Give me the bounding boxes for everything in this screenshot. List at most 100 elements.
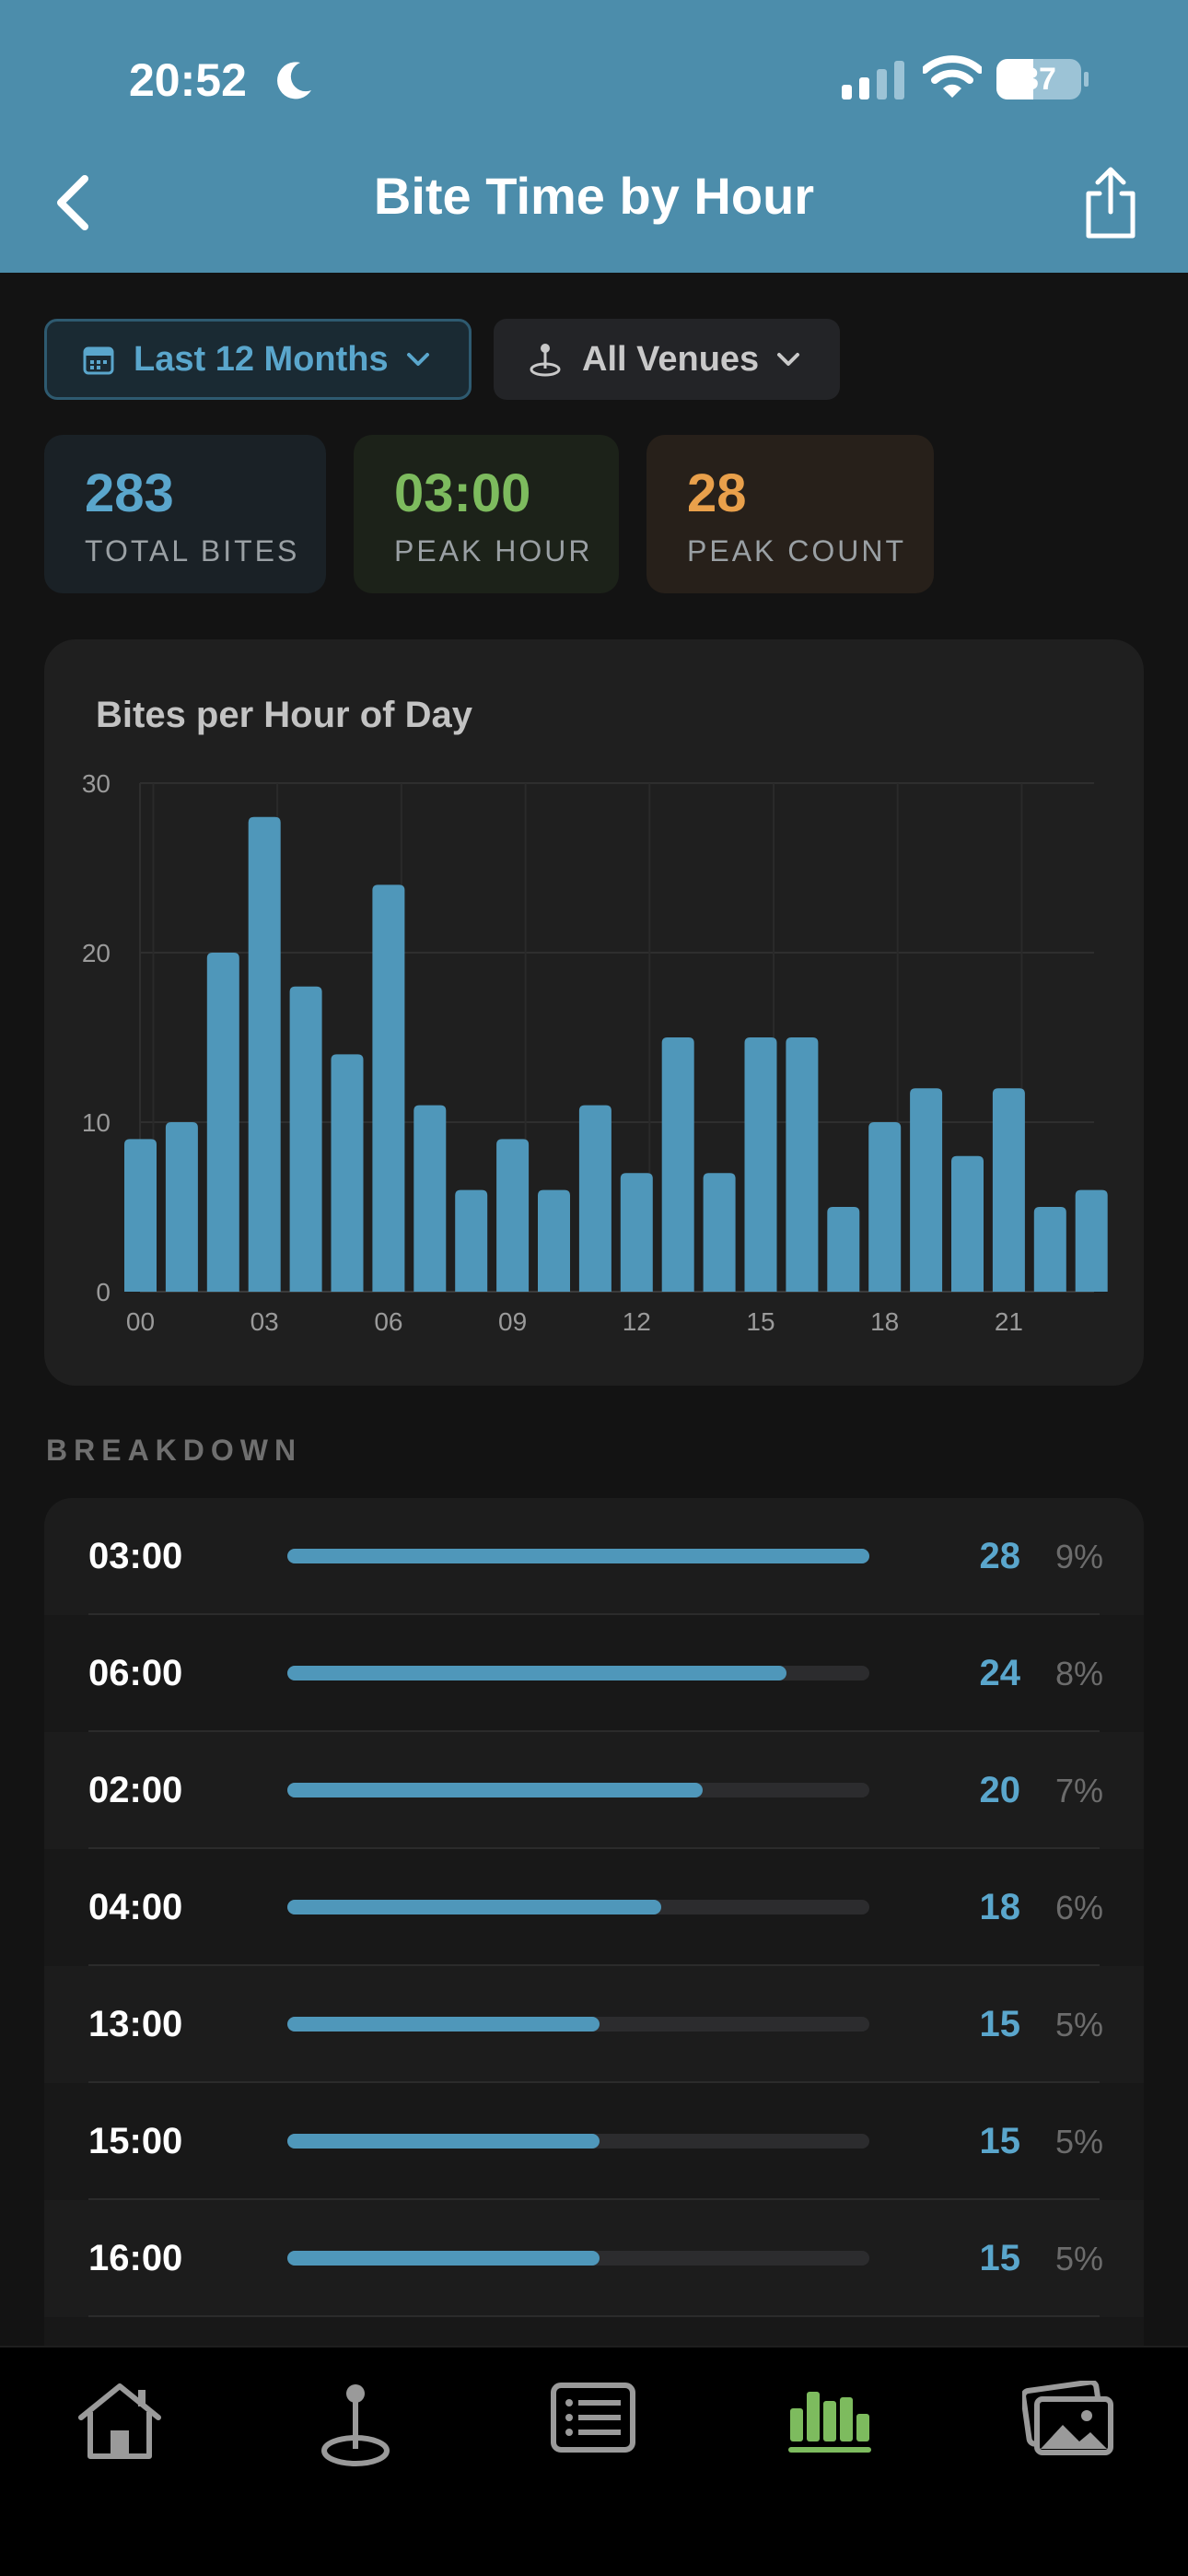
tab-log[interactable]: [538, 2381, 648, 2482]
row-bar-fill: [287, 2017, 600, 2032]
battery-level: 37: [1021, 62, 1056, 97]
bar-hour-23: [1075, 1189, 1108, 1292]
bar-hour-14: [703, 1173, 736, 1292]
back-button[interactable]: [48, 168, 103, 238]
row-count: 15: [979, 2004, 1021, 2044]
calendar-icon: [83, 346, 114, 375]
y-tick-label: 20: [82, 939, 111, 967]
row-count: 18: [979, 1887, 1021, 1927]
y-tick-label: 0: [96, 1278, 111, 1306]
period-filter-button[interactable]: Last 12 Months: [44, 319, 472, 400]
bar-hour-11: [578, 1105, 611, 1292]
battery-indicator: 37: [996, 59, 1089, 100]
tab-home[interactable]: [64, 2381, 175, 2482]
breakdown-row: 16:00 15 5%: [44, 2200, 1144, 2317]
row-bar-track: [287, 1666, 869, 1680]
log-list-icon: [551, 2383, 635, 2453]
bar-hour-12: [620, 1173, 653, 1292]
page-title: Bite Time by Hour: [373, 167, 815, 225]
row-bar-fill: [287, 1666, 786, 1680]
stat-value: 28: [687, 463, 747, 523]
venue-pin-icon: [530, 344, 561, 377]
breakdown-row: 02:00 20 7%: [44, 1732, 1144, 1849]
row-percent: 5%: [1054, 2006, 1103, 2043]
bar-hour-00: [124, 1139, 157, 1292]
row-count: 15: [979, 2238, 1021, 2278]
chevron-left-icon: [57, 175, 88, 230]
row-hour: 02:00: [88, 1770, 183, 1810]
bar-hour-19: [910, 1088, 943, 1292]
stats-bars-icon: [788, 2392, 871, 2453]
wifi-icon: [923, 55, 982, 98]
row-divider: [88, 2198, 1100, 2200]
breakdown-row: 06:00 24 8%: [44, 1615, 1144, 1732]
breakdown-row: 03:00 28 9%: [44, 1498, 1144, 1615]
battery-icon: [996, 59, 1089, 100]
bites-per-hour-chart: 0 10 20 30 00 03 06 09 12 15 18 21: [82, 769, 1108, 1336]
row-bar-track: [287, 2134, 869, 2149]
bar-hour-15: [744, 1037, 777, 1292]
x-tick-label: 06: [374, 1307, 402, 1336]
bar-hour-09: [496, 1139, 530, 1292]
row-bar-track: [287, 1900, 869, 1914]
x-tick-label: 21: [995, 1307, 1023, 1336]
x-tick-label: 00: [126, 1307, 155, 1336]
venue-filter-button[interactable]: All Venues: [494, 319, 840, 400]
row-bar-fill: [287, 1783, 704, 1797]
bar-hour-17: [827, 1207, 860, 1292]
tab-venues[interactable]: [300, 2381, 411, 2482]
row-hour: 04:00: [88, 1887, 183, 1927]
bar-hour-13: [661, 1037, 694, 1292]
row-percent: 5%: [1054, 2240, 1103, 2277]
row-percent: 5%: [1054, 2123, 1103, 2160]
row-count: 24: [979, 1653, 1021, 1693]
bar-hour-04: [289, 986, 322, 1292]
share-button[interactable]: [1077, 166, 1144, 241]
row-bar-fill: [287, 1549, 869, 1563]
y-tick-label: 10: [82, 1108, 111, 1137]
bar-hour-01: [165, 1122, 198, 1292]
bar-hour-08: [455, 1189, 488, 1292]
tab-photos[interactable]: [1013, 2381, 1124, 2482]
nav-header: 20:52 37 Bite Time by Hour: [0, 0, 1188, 273]
row-hour: 16:00: [88, 2238, 183, 2278]
stat-value: 03:00: [394, 463, 531, 523]
row-bar-track: [287, 2251, 869, 2266]
bar-hour-18: [868, 1122, 902, 1292]
status-time: 20:52: [129, 54, 247, 106]
stat-label: TOTAL BITES: [85, 534, 300, 568]
row-divider: [88, 1730, 1100, 1732]
row-percent: 7%: [1054, 1772, 1103, 1809]
tab-bar: [0, 2346, 1188, 2576]
bar-hour-07: [413, 1105, 447, 1292]
row-hour: 03:00: [88, 1536, 183, 1576]
breakdown-section-label: BREAKDOWN: [46, 1434, 303, 1467]
row-divider: [88, 1964, 1100, 1966]
row-bar-track: [287, 2017, 869, 2032]
row-bar-fill: [287, 2251, 600, 2266]
row-divider: [88, 1613, 1100, 1615]
row-bar-track: [287, 1783, 869, 1797]
row-count: 15: [979, 2121, 1021, 2161]
row-divider: [88, 2081, 1100, 2083]
tab-stats[interactable]: [775, 2381, 886, 2482]
row-hour: 06:00: [88, 1653, 183, 1693]
breakdown-row: 04:00 18 6%: [44, 1849, 1144, 1966]
row-count: 28: [979, 1536, 1021, 1576]
home-icon: [78, 2383, 161, 2459]
row-divider: [88, 1847, 1100, 1849]
x-tick-label: 09: [498, 1307, 527, 1336]
bar-hour-10: [538, 1189, 570, 1292]
bar-hour-06: [372, 884, 405, 1292]
period-filter-label: Last 12 Months: [134, 339, 389, 379]
row-count: 20: [979, 1770, 1021, 1810]
breakdown-row: 13:00 15 5%: [44, 1966, 1144, 2083]
row-bar-fill: [287, 2134, 600, 2149]
row-bar-fill: [287, 1900, 662, 1914]
chevron-down-icon: [777, 353, 800, 366]
share-icon: [1086, 167, 1136, 239]
breakdown-row: 15:00 15 5%: [44, 2083, 1144, 2200]
breakdown-row: [44, 2317, 1144, 2346]
venue-filter-label: All Venues: [582, 339, 760, 379]
stat-label: PEAK HOUR: [394, 534, 593, 568]
